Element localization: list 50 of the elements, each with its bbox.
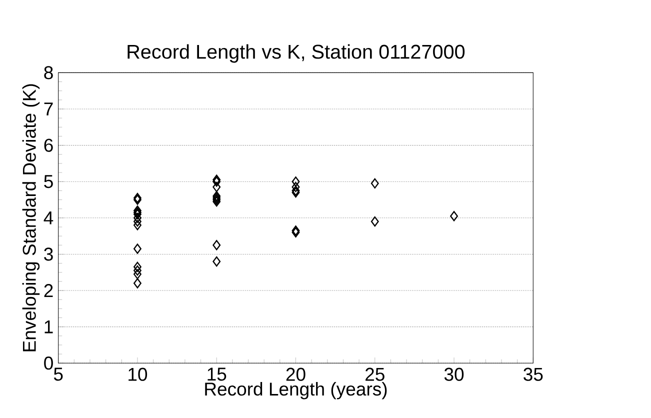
- y-tick-label: 7: [44, 102, 53, 116]
- point: [134, 220, 142, 230]
- y-tick-label: 2: [44, 284, 53, 298]
- point: [292, 182, 300, 192]
- point: [212, 256, 221, 267]
- point: [212, 182, 221, 192]
- point: [212, 194, 221, 206]
- y-tick-label: 1: [44, 320, 53, 334]
- point: [370, 216, 379, 227]
- y-tick-label: 4: [44, 212, 54, 224]
- x-tick-label: 20: [286, 368, 306, 382]
- x-tick-label: 35: [524, 368, 543, 382]
- point: [212, 240, 221, 250]
- point: [134, 244, 142, 254]
- point: [134, 266, 142, 276]
- y-tick-label: 8: [44, 66, 53, 80]
- x-tick-label: 10: [128, 368, 148, 382]
- x-tick-label: 5: [54, 368, 63, 381]
- x-tick-label: 25: [366, 368, 384, 382]
- y-axis-title: Enveloping Standard Deviate (K): [22, 84, 40, 352]
- point: [134, 269, 142, 280]
- y-tick-label: 6: [44, 138, 53, 152]
- point: [212, 193, 221, 204]
- point: [134, 193, 142, 204]
- point: [292, 188, 300, 198]
- point: [370, 178, 379, 189]
- y-tick-label: 5: [44, 175, 53, 188]
- point: [134, 206, 142, 216]
- point: [134, 262, 142, 272]
- point: [134, 208, 142, 218]
- point: [134, 278, 142, 289]
- point: [134, 209, 142, 220]
- point: [292, 226, 300, 236]
- point: [212, 191, 221, 202]
- point: [292, 227, 300, 238]
- x-tick-label: 30: [444, 368, 464, 382]
- point: [134, 194, 142, 206]
- x-axis-title: Record Length (years): [205, 382, 387, 400]
- x-tick-label: 15: [208, 368, 226, 381]
- point: [212, 176, 221, 187]
- point: [212, 196, 221, 207]
- point: [292, 186, 300, 196]
- point: [292, 176, 300, 187]
- point: [212, 174, 221, 186]
- y-tick-label: 0: [44, 356, 53, 370]
- point: [450, 211, 458, 222]
- y-tick-label: 3: [44, 248, 53, 261]
- point: [134, 212, 142, 224]
- point: [134, 216, 142, 227]
- chart-title: Record Length vs K, Station 01127000: [128, 44, 465, 63]
